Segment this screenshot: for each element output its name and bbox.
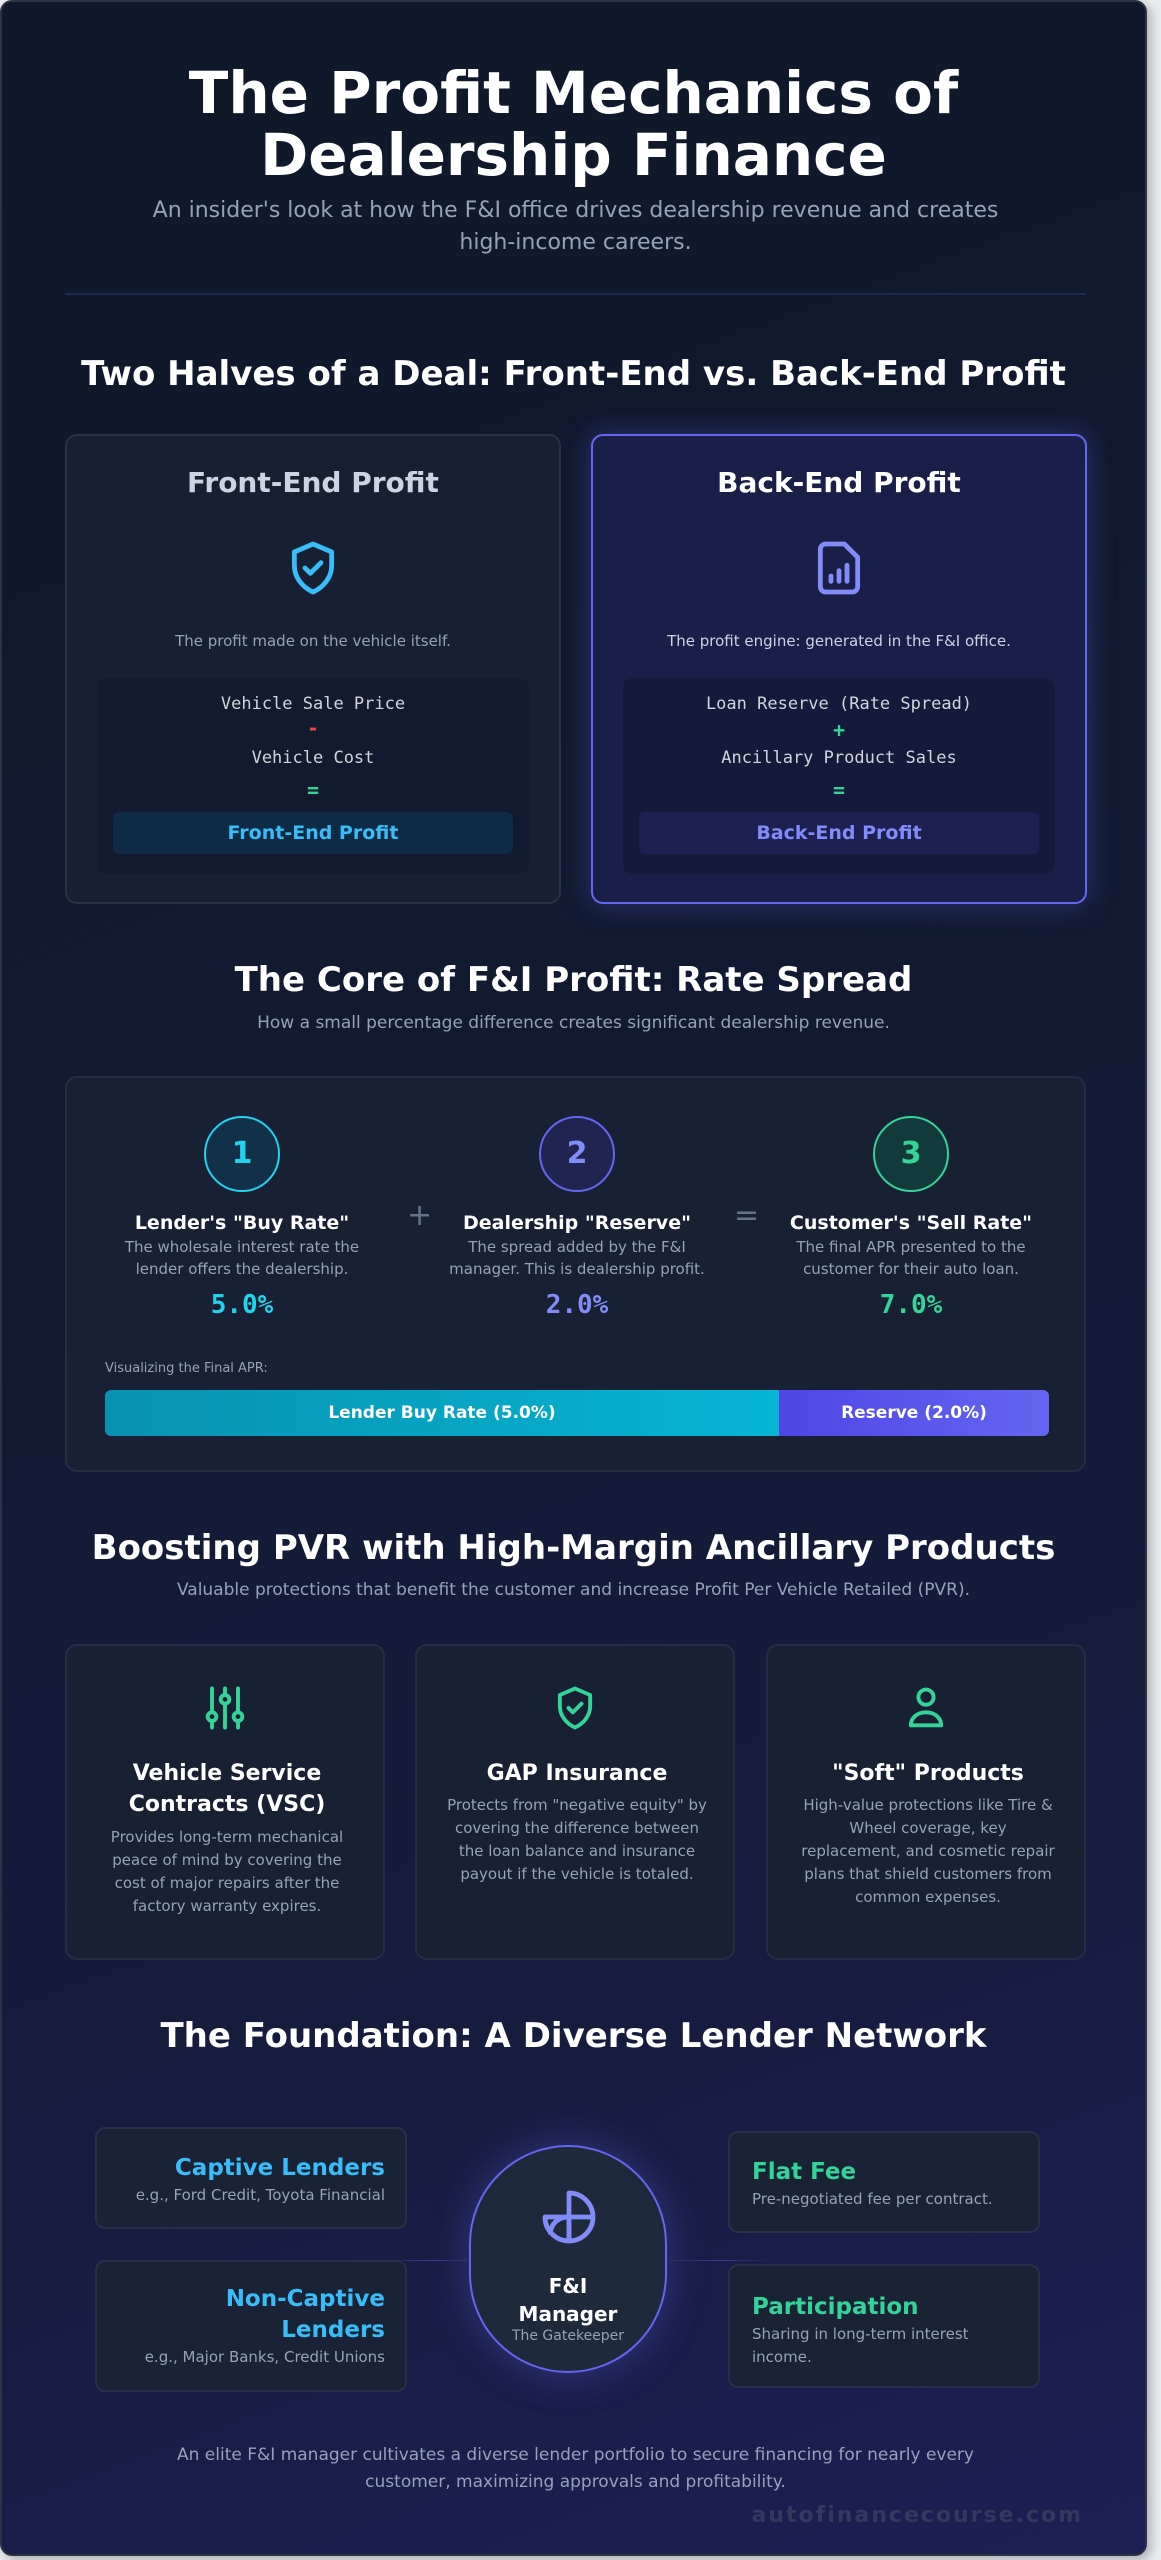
- compensation-type-title: Flat Fee: [752, 2159, 857, 2185]
- card-title: Front-End Profit: [187, 466, 439, 499]
- plus-operator: +: [832, 718, 846, 742]
- shield-check-icon: [291, 541, 335, 595]
- back-end-profit-card: Back-End Profit The profit engine: gener…: [591, 434, 1087, 904]
- formula-term-1: Vehicle Sale Price: [220, 694, 406, 714]
- apr-stacked-bar: Lender Buy Rate (5.0%) Reserve (2.0%): [105, 1390, 1049, 1436]
- section-heading-rate-spread: The Core of F&I Profit: Rate Spread: [234, 960, 913, 1000]
- page-subtitle: An insider's look at how the F&I office …: [152, 198, 999, 255]
- document-chart-icon: [817, 541, 861, 595]
- compensation-type-description: Pre-negotiated fee per contract.: [752, 2190, 993, 2208]
- user-icon: [908, 1687, 944, 1728]
- formula-term-2: Ancillary Product Sales: [721, 748, 957, 768]
- step-value: 5.0%: [210, 1290, 274, 1320]
- lender-type-examples: e.g., Major Banks, Credit Unions: [144, 2348, 385, 2366]
- rate-spread-panel: 1 Lender's "Buy Rate" The wholesale inte…: [65, 1076, 1086, 1472]
- product-card-vsc: Vehicle Service Contracts (VSC) Provides …: [65, 1644, 385, 1960]
- product-title: Vehicle Service Contracts (VSC): [128, 1761, 326, 1817]
- hub-subtitle: The Gatekeeper: [511, 2328, 625, 2344]
- product-title: "Soft" Products: [832, 1761, 1024, 1786]
- sliders-icon: [205, 1686, 245, 1730]
- flat-fee-box: Flat Fee Pre-negotiated fee per contract…: [728, 2131, 1040, 2233]
- compensation-type-description: Sharing in long-term interest income.: [752, 2325, 969, 2366]
- front-end-profit-card: Front-End Profit The profit made on the …: [65, 434, 561, 904]
- title-line-2: Dealership Finance: [260, 121, 887, 189]
- captive-lenders-box: Captive Lenders e.g., Ford Credit, Toyot…: [95, 2127, 407, 2229]
- product-card-soft: "Soft" Products High-value protections l…: [766, 1644, 1086, 1960]
- step-description: The final APR presented to the customer f…: [796, 1238, 1026, 1278]
- step-number: 2: [539, 1116, 615, 1192]
- step-reserve: 2 Dealership "Reserve" The spread added …: [427, 1116, 727, 1320]
- section-heading-products: Boosting PVR with High-Margin Ancillary …: [91, 1528, 1056, 1568]
- step-value: 2.0%: [545, 1290, 609, 1320]
- page-title: The Profit Mechanics of Dealership Finan…: [2, 62, 1145, 186]
- pie-chart-icon: [542, 2190, 596, 2244]
- formula-result: Front-End Profit: [113, 812, 513, 854]
- equals-operator: =: [306, 778, 320, 802]
- apr-visualization-label: Visualizing the Final APR:: [105, 1361, 268, 1376]
- product-description: High-value protections like Tire & Wheel…: [801, 1796, 1055, 1906]
- fi-manager-hub: F&I Manager The Gatekeeper: [469, 2145, 667, 2373]
- compensation-type-title: Participation: [752, 2294, 919, 2320]
- hub-title: F&I Manager: [518, 2274, 618, 2326]
- non-captive-lenders-box: Non-Captive Lenders e.g., Major Banks, Cr…: [95, 2260, 407, 2392]
- reserve-segment: Reserve (2.0%): [779, 1390, 1049, 1436]
- product-description: Provides long-term mechanical peace of m…: [110, 1828, 344, 1915]
- equals-sign: =: [734, 1198, 760, 1233]
- title-line-1: The Profit Mechanics of: [188, 59, 959, 127]
- section-heading-lenders: The Foundation: A Diverse Lender Network: [160, 2016, 987, 2056]
- step-buy-rate: 1 Lender's "Buy Rate" The wholesale inte…: [92, 1116, 392, 1320]
- card-description: The profit made on the vehicle itself.: [175, 632, 451, 650]
- shield-check-icon: [557, 1686, 593, 1730]
- step-value: 7.0%: [879, 1290, 943, 1320]
- product-description: Protects from "negative equity" by cover…: [447, 1796, 707, 1883]
- formula-result: Back-End Profit: [639, 812, 1039, 854]
- step-number: 1: [204, 1116, 280, 1192]
- watermark: autofinancecourse.com: [751, 2503, 1083, 2528]
- step-title: Lender's "Buy Rate": [134, 1212, 350, 1234]
- formula-box: Vehicle Sale Price - Vehicle Cost = Fron…: [97, 678, 529, 874]
- formula-term-2: Vehicle Cost: [251, 748, 375, 768]
- connector-line-left: [382, 2260, 482, 2261]
- lender-type-examples: e.g., Ford Credit, Toyota Financial: [135, 2186, 385, 2204]
- formula-term-1: Loan Reserve (Rate Spread): [705, 694, 973, 714]
- closing-statement: An elite F&I manager cultivates a divers…: [177, 2445, 974, 2492]
- step-description: The wholesale interest rate the lender of…: [124, 1238, 360, 1278]
- step-title: Customer's "Sell Rate": [789, 1212, 1033, 1234]
- buy-rate-segment: Lender Buy Rate (5.0%): [105, 1390, 780, 1436]
- product-title: GAP Insurance: [486, 1761, 668, 1786]
- participation-box: Participation Sharing in long-term inter…: [728, 2264, 1040, 2388]
- section-heading-profit: Two Halves of a Deal: Front-End vs. Back…: [81, 354, 1066, 394]
- step-number: 3: [873, 1116, 949, 1192]
- step-title: Dealership "Reserve": [463, 1212, 691, 1234]
- equals-operator: =: [832, 778, 846, 802]
- card-title: Back-End Profit: [717, 466, 961, 499]
- section-subheading-rate-spread: How a small percentage difference create…: [257, 1013, 890, 1033]
- section-subheading-products: Valuable protections that benefit the cu…: [176, 1580, 970, 1600]
- step-description: The spread added by the F&I manager. This…: [449, 1238, 705, 1278]
- lender-type-title: Non-Captive Lenders: [225, 2286, 385, 2343]
- connector-line-right: [662, 2260, 772, 2261]
- minus-operator: -: [306, 716, 320, 740]
- header-divider: [65, 293, 1086, 295]
- step-sell-rate: 3 Customer's "Sell Rate" The final APR p…: [761, 1116, 1061, 1320]
- card-description: The profit engine: generated in the F&I …: [667, 632, 1011, 650]
- lender-type-title: Captive Lenders: [174, 2155, 385, 2181]
- plus-sign: +: [407, 1198, 433, 1233]
- formula-box: Loan Reserve (Rate Spread) + Ancillary P…: [623, 678, 1055, 874]
- product-card-gap: GAP Insurance Protects from "negative eq…: [415, 1644, 735, 1960]
